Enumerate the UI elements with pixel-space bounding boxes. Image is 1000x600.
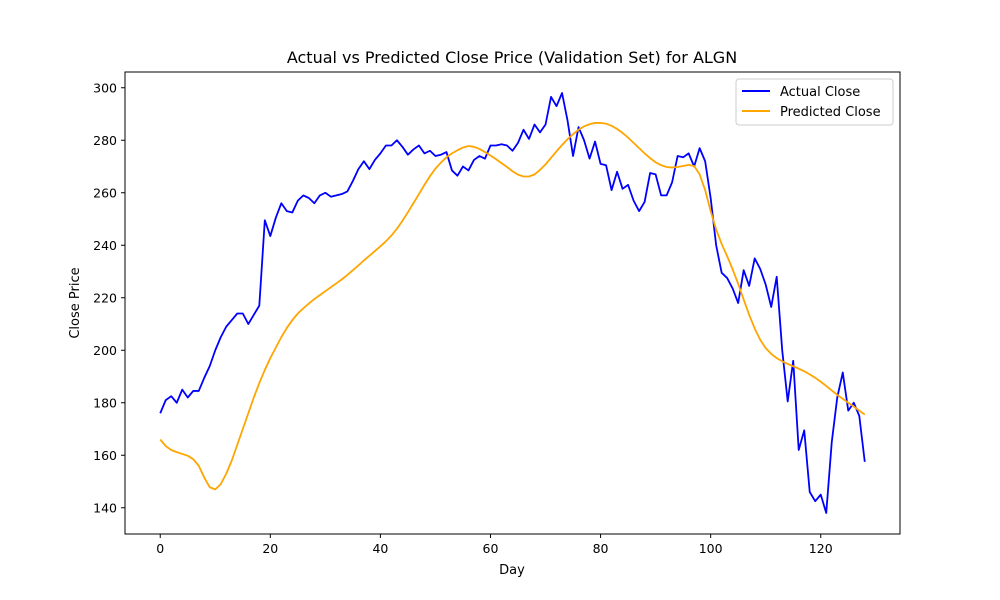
- y-axis-label: Close Price: [68, 267, 83, 338]
- y-tick-label: 220: [93, 290, 117, 305]
- x-tick-label: 120: [809, 541, 833, 556]
- x-tick-label: 20: [262, 541, 278, 556]
- plot-area: 0 20 40 60 80 100 120 140 160 180 200 220 240 260 280…: [93, 71, 901, 556]
- y-tick-label: 260: [93, 185, 117, 200]
- y-tick-label: 280: [93, 133, 117, 148]
- legend-label-predicted-close: Predicted Close: [780, 105, 881, 120]
- legend: Actual Close Predicted Close: [735, 78, 894, 126]
- x-tick-label: 60: [483, 541, 499, 556]
- x-tick-label: 40: [372, 541, 388, 556]
- y-tick-label: 180: [93, 395, 117, 410]
- x-tick-label: 0: [156, 541, 164, 556]
- y-tick-label: 240: [93, 238, 117, 253]
- series-layer: [159, 92, 866, 514]
- x-tick-label: 100: [699, 541, 723, 556]
- y-tick-label: 140: [93, 500, 117, 515]
- y-axis: 140 160 180 200 220 240 260 280 300: [93, 80, 125, 515]
- x-tick-label: 80: [593, 541, 609, 556]
- x-axis-label: Day: [499, 563, 525, 578]
- y-tick-label: 200: [93, 343, 117, 358]
- y-tick-label: 160: [93, 448, 117, 463]
- series-line-actual-close: [159, 92, 866, 514]
- plot-frame: [124, 71, 901, 535]
- x-axis: 0 20 40 60 80 100 120: [156, 534, 833, 556]
- chart-title: Actual vs Predicted Close Price (Validat…: [287, 48, 737, 67]
- legend-box: [735, 78, 894, 126]
- legend-label-actual-close: Actual Close: [780, 85, 860, 100]
- series-line-predicted-close: [159, 122, 866, 491]
- y-tick-label: 300: [93, 80, 117, 95]
